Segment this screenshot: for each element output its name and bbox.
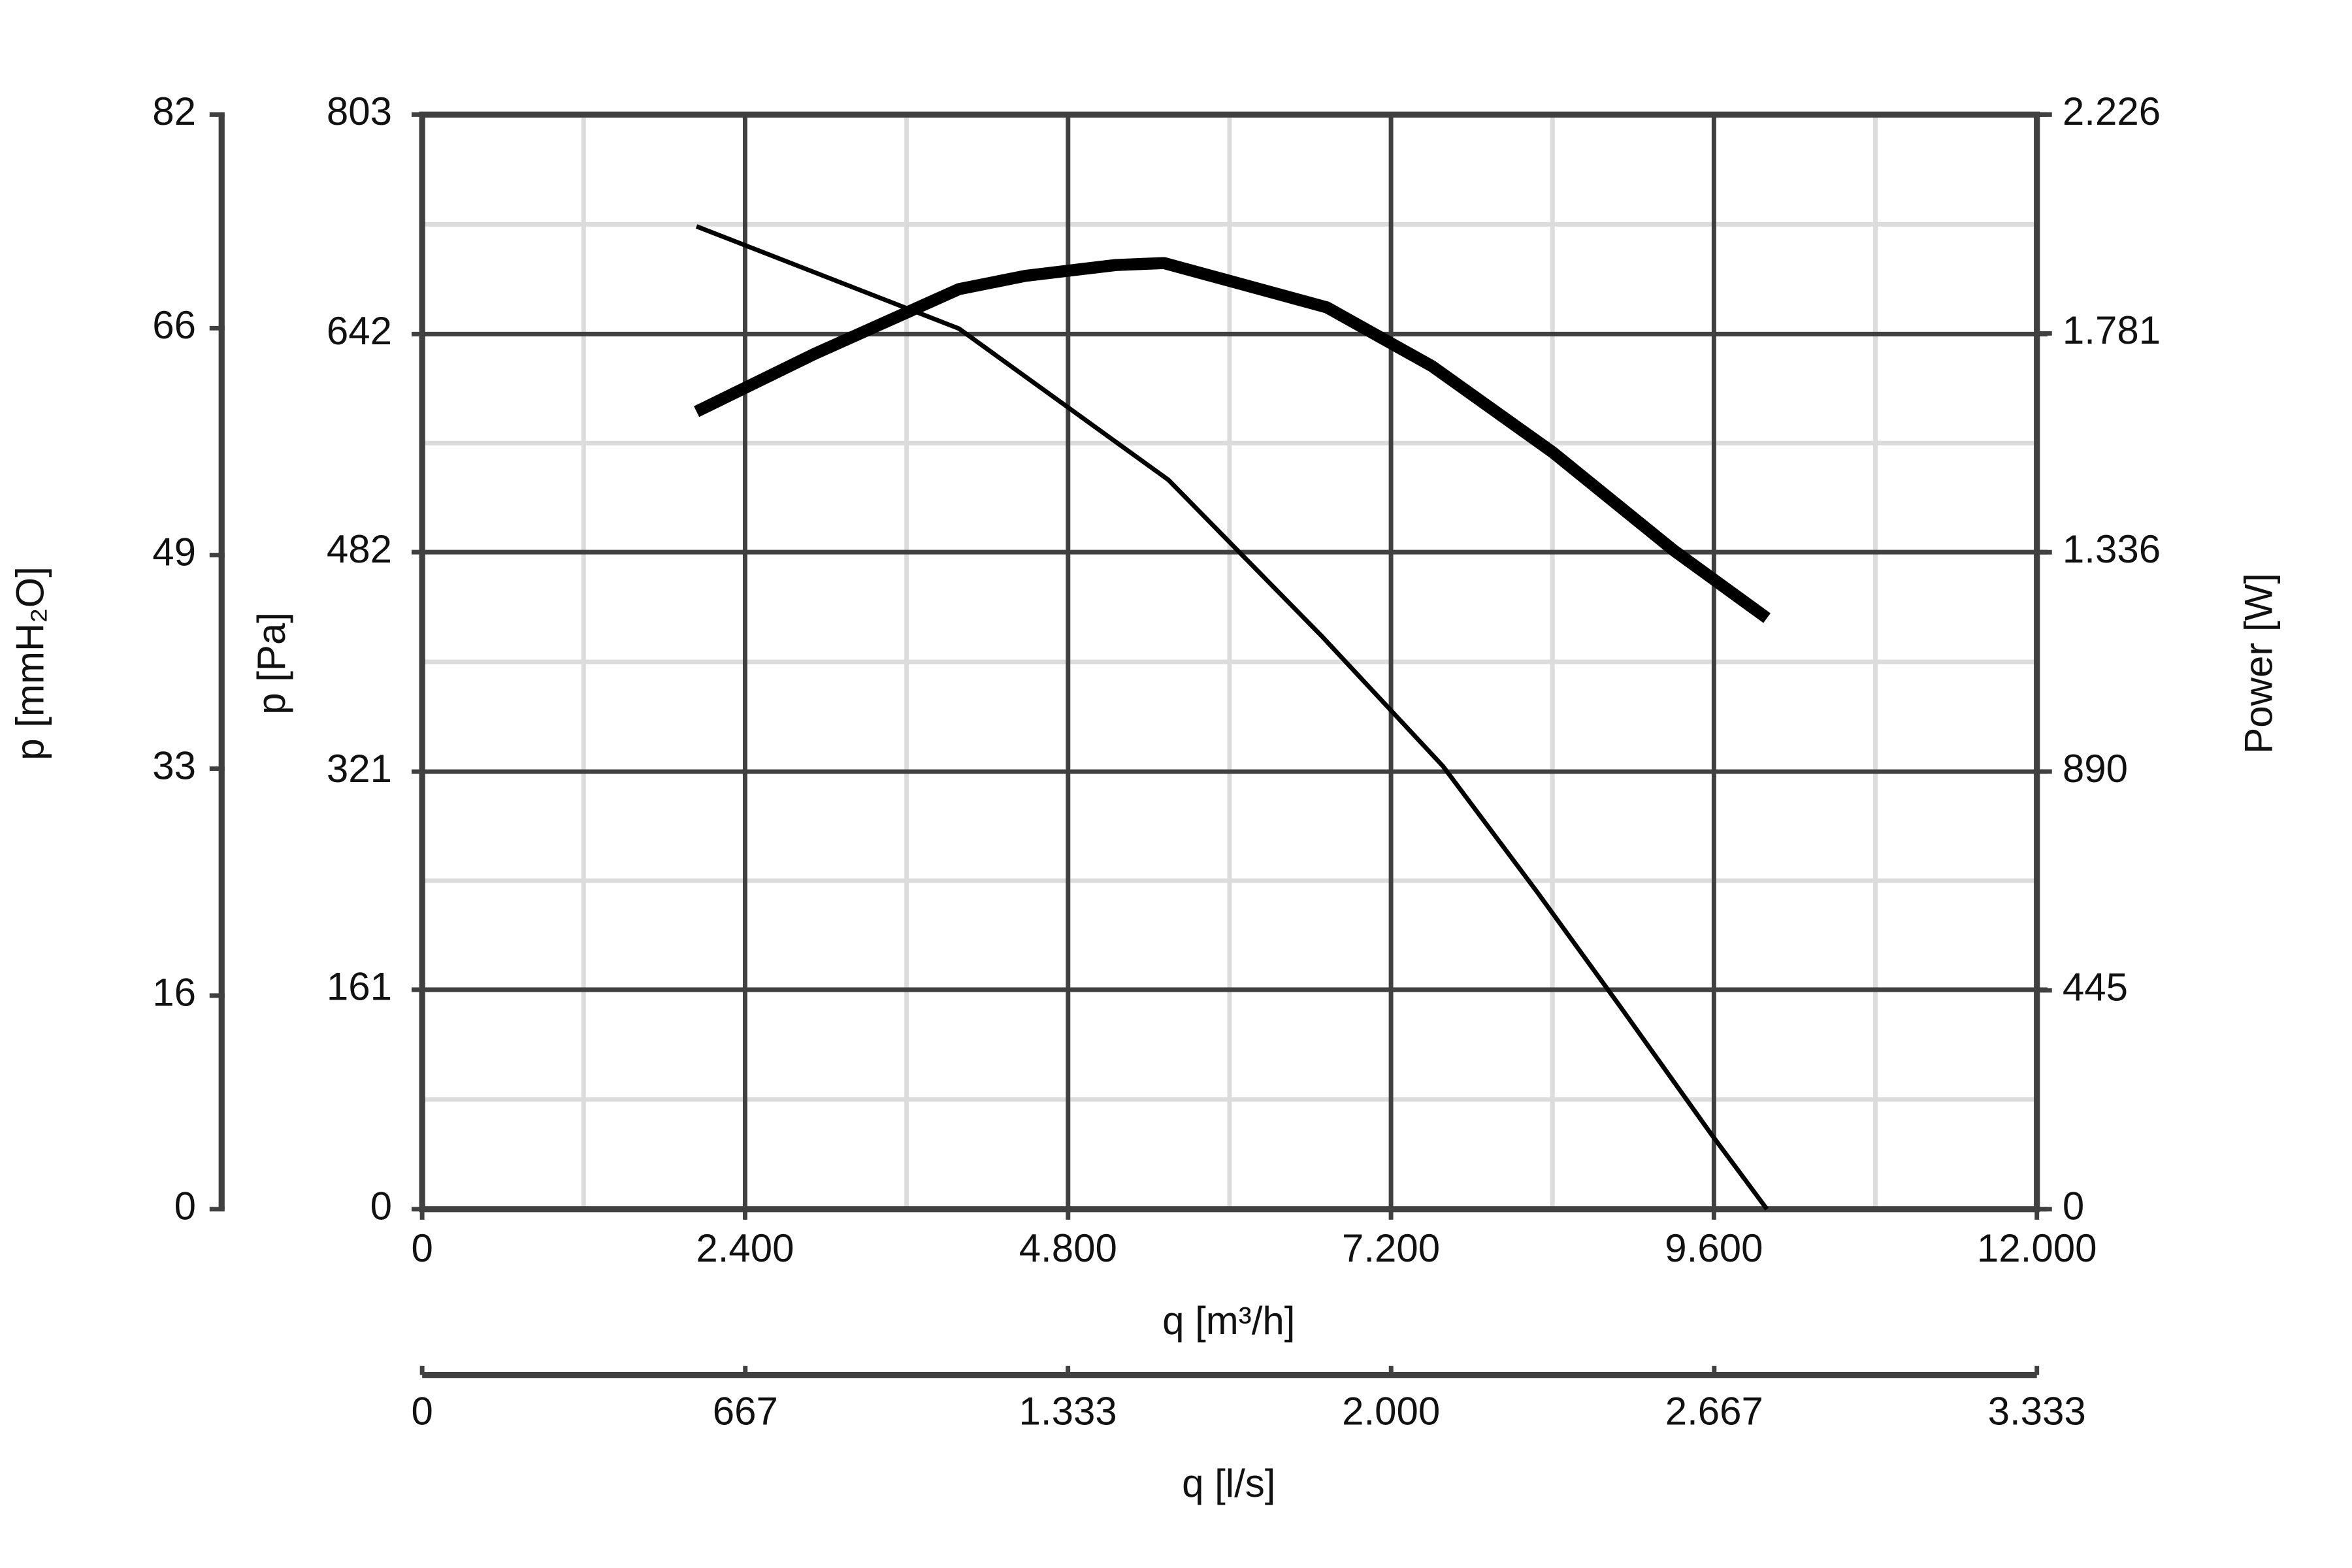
x2-axis-title: q [l/s] (1182, 1462, 1275, 1505)
y3-tick-label: 0 (174, 1184, 196, 1228)
series-line (695, 224, 1769, 1211)
x2-tick-label: 0 (411, 1389, 433, 1433)
x-tick-label: 12.000 (1977, 1226, 2097, 1270)
y2-tick-label: 1.781 (2063, 308, 2161, 352)
x-tick-label: 0 (411, 1226, 433, 1270)
x-axis-title: q [m³/h] (1162, 1299, 1295, 1343)
y3-tick-label: 16 (152, 971, 196, 1015)
y2-tick-label: 2.226 (2063, 90, 2161, 133)
y2-axis-title: Power [W] (2236, 573, 2280, 754)
y-axis-title: p [Pa] (250, 612, 293, 715)
y-tick-label: 482 (327, 527, 392, 571)
x2-tick-label: 3.333 (1988, 1389, 2086, 1433)
y-tick-label: 803 (327, 90, 392, 133)
y3-tick-label: 49 (152, 530, 196, 574)
y-tick-label: 321 (327, 747, 392, 791)
x2-tick-label: 2.000 (1342, 1389, 1440, 1433)
y3-tick-label: 66 (152, 303, 196, 347)
y3-tick-label: 82 (152, 90, 196, 133)
x-tick-label: 4.800 (1019, 1226, 1117, 1270)
y-tick-label: 642 (327, 309, 392, 353)
x-tick-label: 2.400 (696, 1226, 794, 1270)
y3-tick-label: 33 (152, 743, 196, 787)
series-line (694, 257, 1771, 623)
plot-frame (419, 111, 2040, 1213)
y3-axis-title: p [mmH₂O] (8, 566, 52, 760)
y2-tick-label: 890 (2063, 747, 2128, 791)
y2-tick-label: 1.336 (2063, 527, 2161, 571)
x-tick-label: 7.200 (1342, 1226, 1440, 1270)
x2-tick-label: 667 (713, 1389, 778, 1433)
y-tick-label: 161 (327, 965, 392, 1009)
x-tick-label: 9.600 (1665, 1226, 1763, 1270)
y2-tick-label: 445 (2063, 966, 2128, 1009)
x2-tick-label: 1.333 (1019, 1389, 1117, 1433)
y2-tick-label: 0 (2063, 1184, 2084, 1228)
x2-tick-label: 2.667 (1665, 1389, 1763, 1433)
y-tick-label: 0 (370, 1184, 392, 1228)
